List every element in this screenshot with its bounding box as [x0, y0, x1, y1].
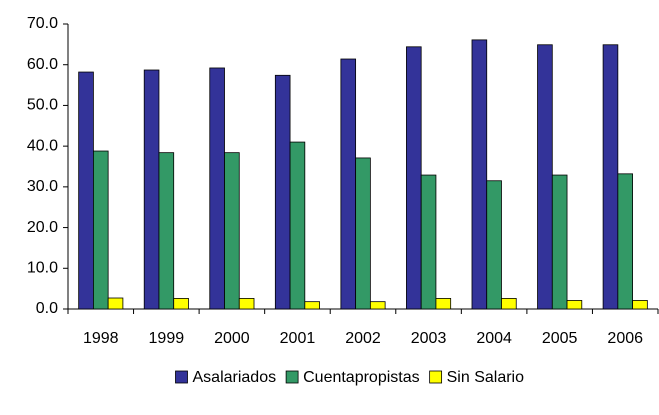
y-tick-label: 0.0: [36, 300, 58, 317]
x-tick-label: 1998: [83, 330, 119, 347]
bar: [501, 298, 517, 310]
legend-label: Cuentapropistas: [303, 369, 420, 386]
bar: [304, 301, 320, 310]
y-tick-label: 30.0: [27, 178, 58, 195]
x-tick-label: 1999: [149, 330, 185, 347]
bar: [617, 173, 633, 310]
x-tick-label: 2006: [607, 330, 643, 347]
x-tick-label: 2001: [280, 330, 316, 347]
bar: [551, 174, 568, 310]
bar: [158, 152, 175, 310]
bar: [238, 298, 255, 310]
x-tick-label: 2002: [345, 330, 381, 347]
bar: [632, 300, 648, 310]
bar: [471, 39, 488, 310]
y-tick-label: 10.0: [27, 260, 58, 277]
legend-label: Asalariados: [193, 369, 277, 386]
bar: [602, 44, 619, 310]
legend-label: Sin Salario: [447, 369, 524, 386]
y-tick-label: 70.0: [27, 15, 58, 32]
bar: [107, 297, 124, 310]
x-tick-label: 2003: [411, 330, 447, 347]
y-tick-label: 20.0: [27, 219, 58, 236]
bar: [143, 69, 160, 310]
bar: [93, 150, 109, 310]
legend-swatch: [429, 370, 443, 384]
bar: [289, 141, 306, 310]
x-tick-label: 2005: [542, 330, 578, 347]
y-tick-label: 60.0: [27, 56, 58, 73]
bar: [537, 44, 553, 310]
y-tick-label: 50.0: [27, 97, 58, 114]
bar: [173, 298, 189, 310]
bar: [369, 301, 386, 310]
x-tick-label: 2000: [214, 330, 250, 347]
x-tick-label: 2004: [476, 330, 512, 347]
y-tick-label: 40.0: [27, 137, 58, 154]
legend-swatch: [285, 370, 299, 384]
bar: [355, 157, 371, 310]
bar: [566, 300, 583, 310]
bar: [486, 180, 502, 310]
bar: [224, 152, 240, 310]
bar: [274, 74, 291, 310]
bar: [209, 67, 225, 310]
bar: [78, 71, 94, 310]
bar: [340, 58, 357, 310]
bar: [420, 174, 437, 310]
bar: [406, 46, 422, 310]
bar: [435, 298, 452, 310]
legend-swatch: [175, 370, 188, 384]
